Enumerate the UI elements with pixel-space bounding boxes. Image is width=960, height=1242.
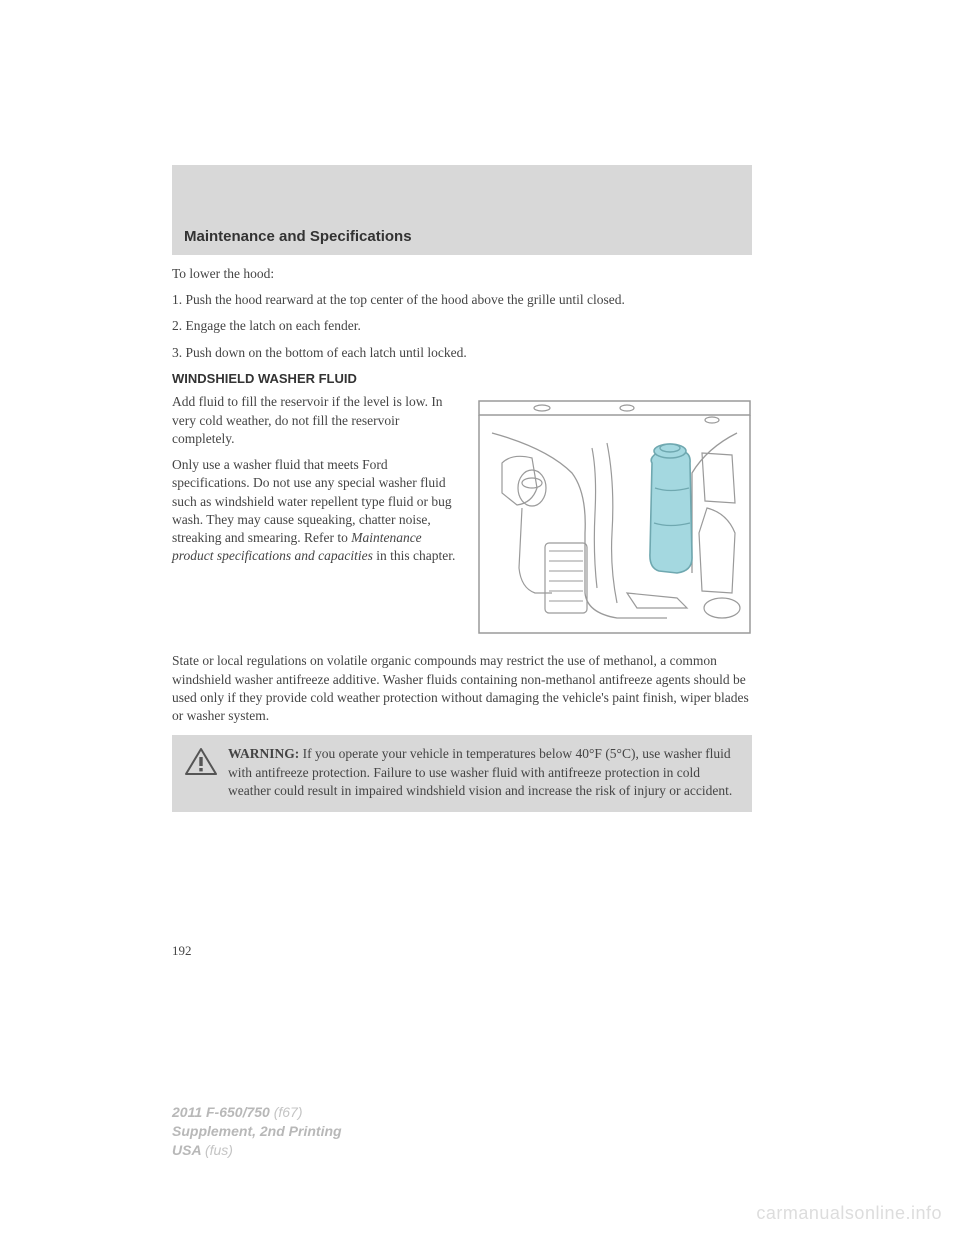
section-heading: WINDSHIELD WASHER FLUID [172,370,752,388]
intro-step-2: 2. Engage the latch on each fender. [172,317,752,335]
footer-model: 2011 F-650/750 [172,1104,274,1120]
warning-label: WARNING: [228,746,299,761]
footer-line-3: USA (fus) [172,1141,342,1160]
intro-lead: To lower the hood: [172,265,752,283]
warning-triangle-icon [184,747,218,777]
section-p2: Only use a washer fluid that meets Ford … [172,456,461,565]
footer-line-2: Supplement, 2nd Printing [172,1122,342,1141]
section-p2b: in this chapter. [373,548,455,563]
section-header-title: Maintenance and Specifications [184,228,412,245]
footer-block: 2011 F-650/750 (f67) Supplement, 2nd Pri… [172,1103,342,1160]
intro-step-1: 1. Push the hood rearward at the top cen… [172,291,752,309]
warning-text: WARNING: If you operate your vehicle in … [228,745,740,800]
body-content: To lower the hood: 1. Push the hood rear… [172,255,752,960]
footer-line-1: 2011 F-650/750 (f67) [172,1103,342,1122]
text-column: Add fluid to fill the reservoir if the l… [172,393,461,638]
section-p3: State or local regulations on volatile o… [172,652,752,725]
footer-region: USA [172,1142,205,1158]
section-header-bar: Maintenance and Specifications [172,165,752,255]
page-number: 192 [172,942,752,960]
page-content: Maintenance and Specifications To lower … [172,165,752,960]
two-column-layout: Add fluid to fill the reservoir if the l… [172,393,752,638]
engine-diagram [477,393,752,638]
watermark-text: carmanualsonline.info [756,1203,942,1224]
footer-code-1: (f67) [274,1104,303,1120]
footer-code-2: (fus) [205,1142,233,1158]
warning-box: WARNING: If you operate your vehicle in … [172,735,752,812]
warning-body: If you operate your vehicle in temperatu… [228,746,732,797]
intro-step-3: 3. Push down on the bottom of each latch… [172,344,752,362]
engine-diagram-svg [477,393,752,638]
section-p1: Add fluid to fill the reservoir if the l… [172,393,461,448]
